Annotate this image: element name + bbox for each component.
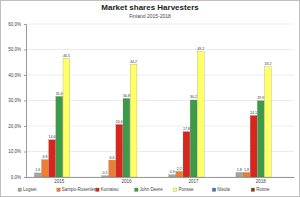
data-label: 0.9 bbox=[170, 170, 175, 174]
data-label: 6.8 bbox=[42, 155, 47, 159]
y-tick: 40,0% bbox=[8, 73, 26, 78]
y-tick-mark bbox=[24, 101, 26, 102]
title: Market shares Harvesters bbox=[101, 3, 199, 12]
y-tick: 60,0% bbox=[8, 22, 26, 27]
data-label: 29.9 bbox=[257, 96, 264, 100]
grid-line bbox=[26, 24, 294, 25]
y-axis-line bbox=[24, 25, 27, 178]
y-tick-mark bbox=[24, 24, 26, 25]
data-label: 1.8 bbox=[237, 168, 242, 172]
bars bbox=[34, 52, 271, 177]
y-tick-mark bbox=[24, 152, 26, 153]
bar bbox=[109, 160, 116, 177]
data-label: 20.6 bbox=[116, 120, 123, 124]
legend-label: Logset bbox=[23, 187, 37, 192]
plot: 0,0%10,0%20,0%30,0%40,0%50,0%60,0%201520… bbox=[8, 22, 294, 184]
x-tick-label: 2018 bbox=[256, 179, 267, 184]
data-label: 0.5 bbox=[102, 171, 107, 175]
data-label: 2.2 bbox=[177, 167, 182, 171]
y-tick-label: 0,0% bbox=[11, 175, 21, 180]
legend-swatch bbox=[96, 188, 100, 192]
legend-label: Rottne bbox=[256, 187, 270, 192]
bar bbox=[176, 171, 183, 177]
x-tick: 2016 bbox=[121, 177, 132, 184]
chart-frame bbox=[1, 1, 300, 197]
data-label: 1.8 bbox=[244, 168, 249, 172]
y-tick-label: 20,0% bbox=[8, 124, 21, 129]
y-tick: 50,0% bbox=[8, 47, 26, 52]
y-tick: 20,0% bbox=[8, 124, 26, 129]
data-label: 49.2 bbox=[197, 47, 204, 51]
bar bbox=[56, 96, 63, 177]
bar bbox=[190, 100, 197, 177]
x-tick: 2017 bbox=[189, 177, 200, 184]
legend-swatch bbox=[18, 188, 22, 192]
y-tick-mark bbox=[24, 177, 26, 178]
grid-line bbox=[26, 49, 294, 50]
bar bbox=[49, 140, 56, 177]
data-label: 31.6 bbox=[56, 92, 63, 96]
y-axis: 0,0% 10,0% 20,0% 30,0% 40,0% 50,0% 60,0% bbox=[8, 22, 26, 180]
legend-swatch bbox=[135, 188, 139, 192]
data-label: 14.6 bbox=[49, 135, 56, 139]
data-labels: 1.6 0.5 0.9 1.8 6.8 6.6 2.2 1.8 14.6 20.6 17.8 24.1… bbox=[35, 47, 271, 175]
y-tick-mark bbox=[24, 50, 26, 51]
data-label: 17.8 bbox=[183, 127, 190, 131]
x-axis-line bbox=[27, 177, 295, 178]
x-tick: 2018 bbox=[256, 177, 267, 184]
bar bbox=[42, 160, 49, 177]
data-label: 43.2 bbox=[264, 62, 271, 66]
y-tick-mark bbox=[24, 75, 26, 76]
legend-label: Sampo-Rosenlew bbox=[62, 187, 98, 192]
bar bbox=[243, 172, 250, 177]
x-tick-label: 2016 bbox=[121, 179, 132, 184]
bar bbox=[130, 64, 137, 177]
legend: Logset Sampo-RosenlewKomatsu John Deere Pon… bbox=[18, 187, 270, 192]
bar bbox=[102, 176, 109, 177]
bar bbox=[169, 175, 176, 177]
y-tick: 0,0% bbox=[11, 175, 26, 180]
data-label: 46.5 bbox=[63, 54, 70, 58]
bar bbox=[197, 52, 204, 177]
y-tick: 10,0% bbox=[8, 149, 26, 154]
legend-swatch bbox=[212, 188, 216, 192]
x-tick-label: 2015 bbox=[54, 179, 65, 184]
bar bbox=[257, 101, 264, 177]
data-label: 30.2 bbox=[190, 95, 197, 99]
bar bbox=[250, 116, 257, 177]
data-label: 30.8 bbox=[123, 94, 130, 98]
bar bbox=[116, 124, 123, 177]
legend-label: Ponsse bbox=[178, 187, 194, 192]
x-axis: 2015 2016 2017 2018 bbox=[27, 177, 295, 184]
bar bbox=[265, 67, 272, 177]
y-tick-label: 60,0% bbox=[8, 22, 21, 27]
y-tick-label: 10,0% bbox=[8, 149, 21, 154]
legend-swatch bbox=[251, 188, 255, 192]
bar bbox=[183, 132, 190, 177]
legend-swatch bbox=[173, 188, 177, 192]
bar bbox=[34, 173, 41, 177]
legend-label: Nisula bbox=[217, 187, 230, 192]
legend-label: John Deere bbox=[140, 187, 164, 192]
data-label: 24.1 bbox=[250, 111, 257, 115]
bar bbox=[123, 98, 130, 177]
legend-swatch bbox=[57, 188, 61, 192]
y-tick-label: 30,0% bbox=[8, 98, 21, 103]
legend-label: Komatsu bbox=[101, 187, 119, 192]
y-tick-mark bbox=[24, 126, 26, 127]
data-label: 1.6 bbox=[35, 168, 40, 172]
subtitle: Finland 2015-2018 bbox=[129, 13, 171, 19]
chart: Market shares HarvestersFinland 2015-201… bbox=[0, 0, 300, 197]
data-label: 6.6 bbox=[110, 156, 115, 160]
y-tick-label: 50,0% bbox=[8, 47, 21, 52]
y-tick-label: 40,0% bbox=[8, 73, 21, 78]
x-tick-label: 2017 bbox=[189, 179, 200, 184]
x-tick: 2015 bbox=[54, 177, 65, 184]
grid bbox=[26, 24, 294, 177]
bar bbox=[236, 172, 243, 177]
data-label: 44.2 bbox=[130, 60, 137, 64]
y-tick: 30,0% bbox=[8, 98, 26, 103]
bar bbox=[63, 58, 70, 177]
